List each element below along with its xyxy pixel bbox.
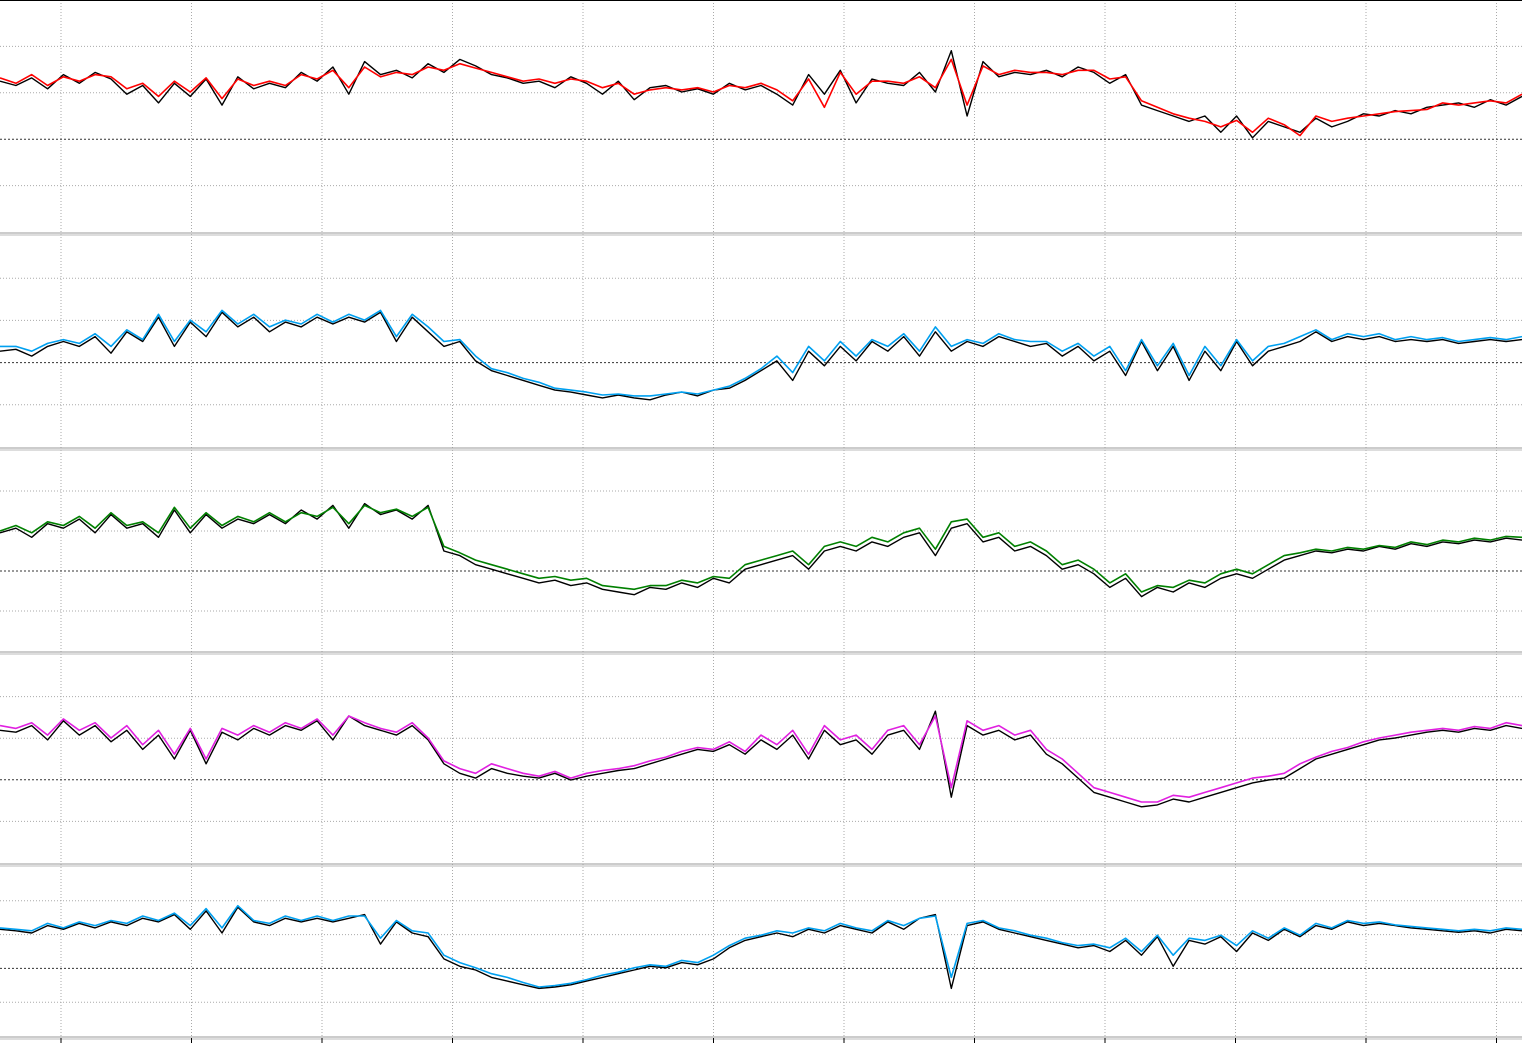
panel-3-series-1-line xyxy=(0,502,1522,598)
series-layer xyxy=(0,50,1522,990)
panel-1-series-1-line xyxy=(0,50,1522,139)
panel-3-series-2-line xyxy=(0,504,1522,593)
panel-1-series-2-line xyxy=(0,58,1522,137)
panel-4-series-2-line xyxy=(0,715,1522,803)
panel-5-series-1-line xyxy=(0,906,1522,990)
panel-2-series-1-line xyxy=(0,311,1522,401)
panel-5-series-2-line xyxy=(0,904,1522,988)
panel-4-series-1-line xyxy=(0,710,1522,808)
panel-2-series-2-line xyxy=(0,309,1522,397)
